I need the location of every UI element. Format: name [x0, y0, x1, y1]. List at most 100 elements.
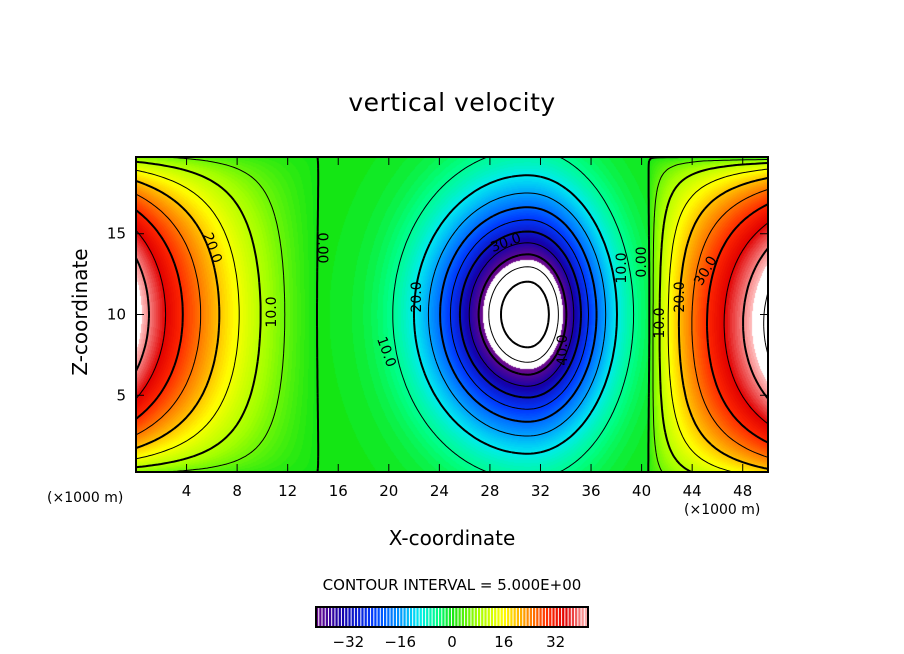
y-tick-label: 15	[107, 225, 126, 243]
colorbar-swatch	[555, 607, 558, 627]
colorbar-swatch	[348, 607, 351, 627]
contour-label: 10.0	[264, 296, 280, 327]
colorbar-swatch	[351, 607, 354, 627]
colorbar-swatch	[400, 607, 403, 627]
colorbar-swatch	[374, 607, 377, 627]
colorbar-swatch	[393, 607, 396, 627]
colorbar-swatch	[474, 607, 477, 627]
colorbar-swatch	[484, 607, 487, 627]
colorbar-swatch	[490, 607, 494, 627]
colorbar-swatch	[409, 607, 413, 627]
contour-line	[135, 176, 769, 470]
colorbar-swatch	[545, 607, 549, 627]
colorbar-swatch	[419, 607, 422, 627]
colorbar-swatch	[526, 607, 529, 627]
colorbar-swatch	[468, 607, 471, 627]
contour-line	[468, 242, 575, 387]
colorbar-frame	[315, 606, 589, 628]
colorbar-swatch	[565, 607, 568, 627]
contour-label: 20.0	[672, 281, 688, 312]
contour-label: 10.0	[652, 307, 668, 338]
colorbar-swatch	[536, 607, 539, 627]
colorbar-swatch	[513, 607, 516, 627]
colorbar-swatch	[384, 607, 387, 627]
colorbar-swatch	[578, 607, 581, 627]
colorbar-swatch	[335, 607, 338, 627]
x-tick-label: 36	[581, 482, 600, 500]
colorbar-swatch	[581, 607, 584, 627]
plot-frame	[135, 156, 769, 473]
colorbar-swatch	[575, 607, 578, 627]
contour-interval: CONTOUR INTERVAL = 5.000E+00	[322, 576, 582, 594]
colorbar-swatch	[455, 607, 458, 627]
colorbar-swatch	[442, 607, 445, 627]
colorbar-swatch	[520, 607, 523, 627]
colorbar-swatch	[396, 607, 400, 627]
colorbar-swatch	[571, 607, 575, 627]
colorbar-swatch	[322, 607, 325, 627]
colorbar-swatch	[380, 607, 384, 627]
x-axis-label: X-coordinate	[388, 526, 516, 550]
contour-label: 30.0	[691, 254, 720, 289]
colorbar-swatch	[500, 607, 503, 627]
colorbar-swatch	[432, 607, 435, 627]
colorbar-swatch	[461, 607, 464, 627]
contour-line	[392, 156, 635, 473]
colorbar-swatch	[319, 607, 322, 627]
y-tick-label: 10	[107, 306, 126, 324]
colorbar-swatch	[413, 607, 416, 627]
contour-line	[427, 192, 607, 437]
colorbar-tick-label: 0	[447, 633, 457, 651]
colorbar-swatch	[562, 607, 565, 627]
colorbar-swatch	[422, 607, 426, 627]
contour-label: 20.0	[199, 231, 225, 266]
x-tick-label: 16	[329, 482, 348, 500]
colorbar-swatch	[435, 607, 439, 627]
colorbar-swatch	[523, 607, 526, 627]
colorbar-swatch	[471, 607, 474, 627]
x-unit-label-right: (×1000 m)	[684, 502, 761, 518]
colorbar-swatch	[464, 607, 468, 627]
colorbar-swatch	[325, 607, 328, 627]
colorbar-swatch	[345, 607, 348, 627]
x-tick-label: 8	[232, 482, 242, 500]
colorbar-swatch	[367, 607, 371, 627]
colorbar-swatch	[452, 607, 455, 627]
colorbar-tick-label: −32	[333, 633, 365, 651]
x-tick-label: 32	[531, 482, 550, 500]
contour-line	[477, 253, 568, 376]
y-tick-label: 5	[116, 386, 126, 404]
contour-label: 40.0	[555, 334, 571, 365]
colorbar-swatch	[497, 607, 500, 627]
contour-label: 20.0	[409, 281, 425, 312]
colorbar-swatch	[316, 607, 319, 627]
contour-line	[135, 188, 769, 458]
colorbar-swatch	[338, 607, 341, 627]
colorbar-swatch	[539, 607, 542, 627]
contour-line	[135, 168, 769, 473]
colorbar-swatch	[364, 607, 367, 627]
colorbar-swatch	[552, 607, 555, 627]
colorbar-swatch	[458, 607, 461, 627]
contour-line	[439, 206, 598, 423]
colorbar-swatch	[416, 607, 419, 627]
contour-line	[449, 219, 589, 410]
contour-line	[135, 203, 769, 444]
x-tick-label: 24	[430, 482, 449, 500]
x-tick-label: 12	[278, 482, 297, 500]
colorbar-swatch	[481, 607, 484, 627]
colorbar-swatch	[507, 607, 510, 627]
colorbar-tick-label: 32	[546, 633, 565, 651]
contour-line	[316, 156, 768, 473]
colorbar-swatch	[487, 607, 490, 627]
x-unit-label-left: (×1000 m)	[47, 490, 124, 506]
colorbar-tick-label: 16	[494, 633, 513, 651]
contour-label: 30.0	[489, 230, 524, 256]
colorbar-swatch	[448, 607, 452, 627]
contour-label: 10.0	[614, 252, 630, 283]
contour-line	[135, 222, 769, 425]
colorbar-swatch	[532, 607, 536, 627]
colorbar-swatch	[529, 607, 532, 627]
colorbar-swatch	[406, 607, 409, 627]
